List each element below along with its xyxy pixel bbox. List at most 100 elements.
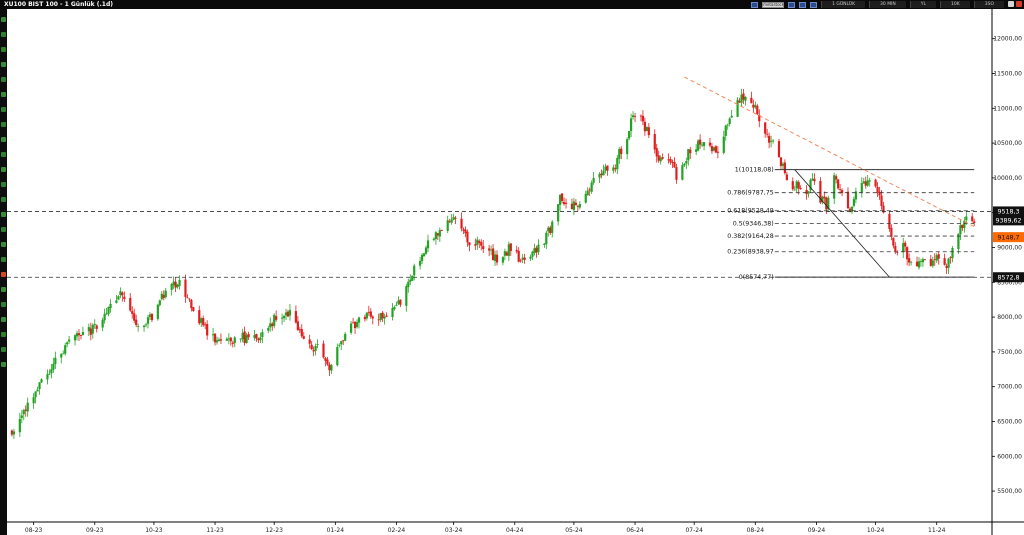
candle-body bbox=[781, 163, 785, 166]
drawing-tool-icon[interactable] bbox=[1, 197, 6, 202]
candle-body bbox=[68, 339, 71, 342]
drawing-tool-icon[interactable] bbox=[1, 107, 6, 112]
drawing-tool-icon[interactable] bbox=[1, 77, 6, 82]
drawing-tool-icon[interactable] bbox=[1, 317, 6, 322]
x-tick-label: 10-23 bbox=[145, 527, 163, 534]
candle-body bbox=[399, 299, 402, 305]
drawing-tool-icon[interactable] bbox=[1, 332, 6, 337]
toolbar-tab-30min[interactable]: 30 MIN bbox=[869, 1, 906, 8]
candle-body bbox=[162, 294, 165, 298]
candle-body bbox=[519, 260, 522, 262]
toolbar-chart-icon[interactable] bbox=[751, 1, 759, 8]
candle-body bbox=[24, 409, 27, 411]
candle-body bbox=[839, 189, 842, 191]
drawing-tool-icon[interactable] bbox=[1, 362, 6, 367]
candle-body bbox=[284, 312, 288, 316]
candle-body bbox=[710, 146, 714, 152]
toolbar-settings-icon[interactable] bbox=[799, 1, 807, 8]
candle-body bbox=[142, 325, 146, 328]
drawing-tool-icon[interactable] bbox=[1, 257, 6, 262]
candle-body bbox=[791, 181, 794, 190]
candle-body bbox=[769, 140, 773, 142]
candle-body bbox=[186, 297, 189, 299]
candle-body bbox=[150, 313, 154, 321]
drawing-tool-icon[interactable] bbox=[1, 347, 6, 352]
candle-body bbox=[192, 307, 195, 312]
candle-body bbox=[744, 96, 747, 101]
drawing-tool-icon[interactable] bbox=[1, 122, 6, 127]
drawing-tool-icon[interactable] bbox=[1, 302, 6, 307]
candle-body bbox=[367, 311, 370, 313]
candle-body bbox=[758, 114, 761, 122]
drawing-tool-icon[interactable] bbox=[1, 47, 6, 52]
fib-level-label: 0.382(9164,28 bbox=[727, 233, 774, 240]
candle-body bbox=[344, 333, 347, 341]
drawing-tool-icon[interactable] bbox=[1, 92, 6, 97]
x-tick-label: 02-24 bbox=[388, 527, 406, 534]
candle-body bbox=[689, 149, 692, 154]
fib-level-label: 0.236(8938,97 bbox=[727, 249, 774, 256]
candle-body bbox=[661, 157, 664, 159]
candle-body bbox=[616, 157, 619, 170]
candle-body bbox=[188, 298, 191, 300]
toolbar-print-icon[interactable] bbox=[810, 1, 818, 8]
candle-body bbox=[255, 333, 258, 339]
candle-body bbox=[783, 162, 787, 174]
toolbar-tab-10k[interactable]: 10K bbox=[940, 1, 970, 8]
drawing-tool-icon[interactable] bbox=[1, 17, 6, 22]
candle-body bbox=[537, 244, 540, 252]
drawing-tool-icon[interactable] bbox=[1, 212, 6, 217]
drawing-tool-icon[interactable] bbox=[1, 227, 6, 232]
candle-body bbox=[377, 319, 380, 321]
candle-body bbox=[515, 250, 518, 252]
candle-body bbox=[614, 168, 617, 169]
drawing-tool-icon[interactable] bbox=[1, 152, 6, 157]
candle-body bbox=[945, 265, 948, 269]
drawing-tool-icon[interactable] bbox=[1, 137, 6, 142]
candle-body bbox=[675, 167, 678, 180]
candle-body bbox=[482, 246, 485, 250]
candle-body bbox=[572, 201, 576, 211]
minimize-icon[interactable] bbox=[1008, 1, 1014, 7]
candle-body bbox=[779, 157, 783, 167]
candle-body bbox=[833, 175, 836, 199]
candle-body bbox=[501, 257, 505, 263]
y-tick-label: 8000,00 bbox=[997, 314, 1022, 321]
toolbar-tab-3so[interactable]: 3SO bbox=[973, 1, 1004, 8]
toolbar-tab-period[interactable]: 1 GÜNLÜK bbox=[821, 1, 866, 8]
candle-body bbox=[785, 174, 788, 181]
candle-body bbox=[202, 318, 205, 326]
drawing-tool-icon[interactable] bbox=[1, 287, 6, 292]
drawing-tool-icon[interactable] bbox=[1, 242, 6, 247]
candle-body bbox=[117, 296, 120, 300]
x-tick-label: 08-23 bbox=[25, 527, 43, 534]
drawing-tool-icon[interactable] bbox=[1, 272, 6, 277]
candle-body bbox=[259, 337, 262, 341]
candle-body bbox=[466, 231, 469, 243]
toolbar-tab-yl[interactable]: YL bbox=[909, 1, 937, 8]
candle-body bbox=[531, 251, 534, 257]
candle-body bbox=[669, 159, 672, 163]
drawing-tool-icon[interactable] bbox=[1, 32, 6, 37]
candle-body bbox=[288, 310, 292, 316]
fib-level-label: 0.618(9528,49 bbox=[727, 208, 774, 215]
candle-body bbox=[576, 206, 579, 207]
candle-body bbox=[795, 181, 798, 189]
toolbar-grid-icon[interactable] bbox=[788, 1, 796, 8]
y-tick-label: 9000,00 bbox=[997, 245, 1022, 252]
drawing-tool-icon[interactable] bbox=[1, 182, 6, 187]
drawing-tool-icon[interactable] bbox=[1, 62, 6, 67]
candle-body bbox=[919, 261, 923, 262]
candle-body bbox=[160, 293, 163, 300]
drawing-tool-icon[interactable] bbox=[1, 167, 6, 172]
symbol-input[interactable]: metastock bbox=[762, 1, 785, 8]
candle-body bbox=[391, 307, 394, 318]
close-icon[interactable] bbox=[1016, 1, 1022, 7]
candle-body bbox=[95, 325, 98, 329]
candle-body bbox=[854, 191, 857, 200]
candle-body bbox=[837, 179, 840, 189]
candle-body bbox=[880, 195, 883, 207]
candle-body bbox=[312, 350, 315, 352]
candle-body bbox=[908, 258, 911, 263]
